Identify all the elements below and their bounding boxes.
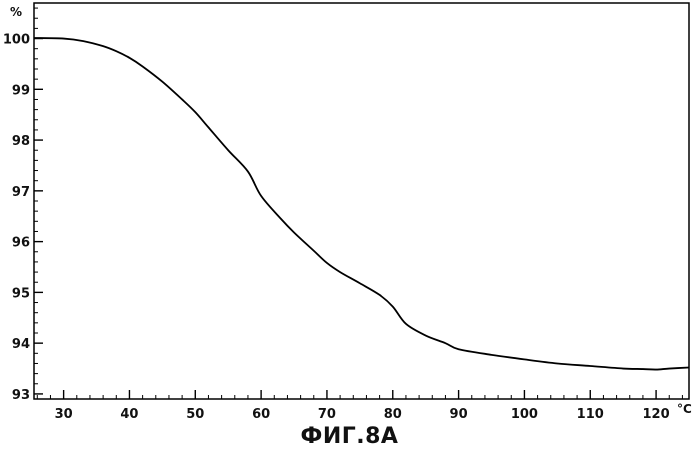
y-tick-label: 100 <box>3 33 30 48</box>
y-tick-label: 95 <box>12 286 30 301</box>
x-tick-label: 80 <box>384 407 402 422</box>
y-axis-unit-label: % <box>10 5 22 19</box>
x-tick-label: 50 <box>186 407 204 422</box>
x-tick-label: 40 <box>120 407 138 422</box>
minor-ticks <box>34 8 682 399</box>
x-axis-unit-label: °C <box>677 402 692 416</box>
mass-curve <box>34 38 689 370</box>
x-tick-label: 70 <box>318 407 336 422</box>
major-ticks <box>34 39 656 399</box>
tga-chart: 93 94 95 96 97 98 99 100 30 40 50 60 70 80 90 100 110 12… <box>0 0 699 464</box>
y-tick-label: 97 <box>12 185 30 200</box>
y-tick-label: 96 <box>12 236 30 251</box>
x-tick-label: 100 <box>511 407 538 422</box>
x-tick-labels: 30 40 50 60 70 80 90 100 110 120 <box>55 407 670 422</box>
y-tick-labels: 93 94 95 96 97 98 99 100 <box>3 33 30 403</box>
x-tick-label: 90 <box>450 407 468 422</box>
plot-frame <box>34 3 689 399</box>
y-tick-label: 98 <box>12 134 30 149</box>
y-tick-label: 99 <box>12 83 30 98</box>
x-tick-label: 60 <box>252 407 270 422</box>
y-tick-label: 94 <box>12 337 30 352</box>
y-tick-label: 93 <box>12 388 30 403</box>
x-tick-label: 30 <box>55 407 73 422</box>
x-tick-label: 110 <box>577 407 604 422</box>
x-tick-label: 120 <box>643 407 670 422</box>
figure-caption: ФИГ.8А <box>0 424 699 449</box>
